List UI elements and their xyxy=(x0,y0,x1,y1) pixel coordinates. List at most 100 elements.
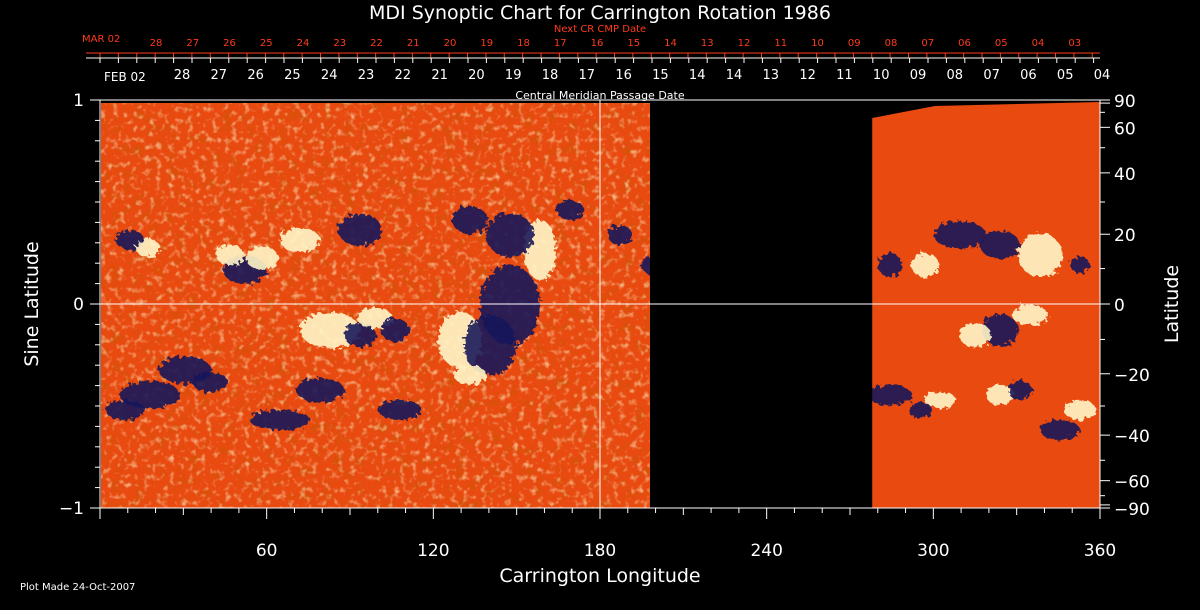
active-region-blob xyxy=(982,314,1018,346)
magnetogram-map xyxy=(101,102,1100,508)
active-region-blob xyxy=(216,245,244,265)
chart-title: MDI Synoptic Chart for Carrington Rotati… xyxy=(369,2,831,24)
date-label: 14 xyxy=(664,38,677,49)
date-label: 16 xyxy=(615,68,632,83)
data-gap xyxy=(650,102,873,508)
date-label: 22 xyxy=(395,68,412,83)
left-y-tick-label: 1 xyxy=(73,91,84,111)
active-region-blob xyxy=(1040,420,1080,440)
active-region-blob xyxy=(105,400,145,420)
active-region-blob xyxy=(1064,400,1096,420)
active-region-blob xyxy=(608,225,632,245)
active-region-blob xyxy=(1012,305,1048,325)
active-region-blob xyxy=(908,402,932,418)
date-label: 26 xyxy=(247,68,264,83)
active-region-blob xyxy=(878,253,902,277)
active-region-blob xyxy=(934,221,986,249)
date-label: 12 xyxy=(738,38,751,49)
active-region-blob xyxy=(454,365,486,385)
active-region-blob xyxy=(980,231,1020,259)
active-region-blob xyxy=(480,265,540,345)
x-tick-label: 120 xyxy=(417,541,449,561)
active-region-blob xyxy=(1008,380,1032,400)
date-label: 08 xyxy=(947,68,964,83)
date-label: 13 xyxy=(701,38,714,49)
date-label: 27 xyxy=(186,38,199,49)
active-region-blob xyxy=(136,239,160,257)
date-label: 15 xyxy=(652,68,669,83)
date-label: 24 xyxy=(321,68,338,83)
date-label: 14 xyxy=(726,68,743,83)
x-tick-label: 180 xyxy=(584,541,616,561)
active-region-blob xyxy=(344,323,376,347)
active-region-blob xyxy=(250,410,310,430)
date-label: 09 xyxy=(910,68,927,83)
active-region-blob xyxy=(378,400,422,420)
active-region-blob xyxy=(486,213,534,257)
right-y-tick-label: 60 xyxy=(1114,119,1136,139)
next-cr-date-labels: 28 27 26 25 24 23 22 21 20 19 18 17 16 15 14 13 12 11 10 09… xyxy=(86,38,1100,58)
active-region-blob xyxy=(452,206,488,234)
date-label: 23 xyxy=(333,38,346,49)
right-y-tick-label: −60 xyxy=(1114,473,1150,493)
date-label: 05 xyxy=(1057,68,1074,83)
right-y-tick-label: −20 xyxy=(1114,366,1150,386)
x-axis: 60 120 180 240 300 360 xyxy=(99,508,1116,561)
date-label: 27 xyxy=(211,68,228,83)
date-label: 22 xyxy=(370,38,383,49)
date-label: 04 xyxy=(1094,68,1111,83)
active-region-blob xyxy=(192,372,228,392)
active-region-blob xyxy=(556,200,584,220)
date-label: 13 xyxy=(763,68,780,83)
date-label: 21 xyxy=(407,38,420,49)
x-tick-label: 240 xyxy=(750,541,782,561)
left-y-axis-label: Sine Latitude xyxy=(21,241,43,366)
cmp-axis-label: Central Meridian Passage Date xyxy=(515,89,684,102)
date-label: 10 xyxy=(811,38,824,49)
x-axis-label: Carrington Longitude xyxy=(499,565,700,587)
date-label: 21 xyxy=(431,68,448,83)
active-region-blob xyxy=(924,392,956,408)
plot-date-footer: Plot Made 24-Oct-2007 xyxy=(20,582,135,593)
x-tick-label: 60 xyxy=(256,541,278,561)
left-y-tick-label: 0 xyxy=(73,295,84,315)
date-label: 18 xyxy=(542,68,559,83)
left-y-tick-label: −1 xyxy=(59,499,84,519)
date-label: 15 xyxy=(627,38,640,49)
active-region-blob xyxy=(296,378,344,402)
date-label: 11 xyxy=(836,68,853,83)
map-left-speckle xyxy=(101,103,675,508)
date-label: 28 xyxy=(150,38,163,49)
date-label: 24 xyxy=(297,38,310,49)
date-label: 09 xyxy=(848,38,861,49)
date-label: 18 xyxy=(517,38,530,49)
x-tick-label: 300 xyxy=(917,541,949,561)
active-region-blob xyxy=(1018,233,1062,277)
date-label: 23 xyxy=(358,68,375,83)
right-y-tick-label: 20 xyxy=(1114,226,1136,246)
date-label: 10 xyxy=(873,68,890,83)
active-region-blob xyxy=(381,318,409,342)
date-label: 05 xyxy=(995,38,1008,49)
date-label: 28 xyxy=(174,68,191,83)
date-label: 04 xyxy=(1032,38,1045,49)
date-label: 07 xyxy=(921,38,934,49)
x-tick-label: 360 xyxy=(1084,541,1116,561)
active-region-blob xyxy=(959,323,991,347)
right-y-axis: 90 60 40 20 0 −20 −40 −60 −90 xyxy=(1100,92,1150,520)
next-cr-axis-label: Next CR CMP Date xyxy=(554,24,646,35)
date-label: 25 xyxy=(284,68,301,83)
right-y-tick-label: 40 xyxy=(1114,165,1136,185)
date-label: 14 xyxy=(689,68,706,83)
date-label: 20 xyxy=(444,38,457,49)
active-regions xyxy=(105,200,1096,440)
cmp-date-labels: 28 27 26 25 24 23 22 21 20 19 18 17 16 15 14 14 13 12 11 10… xyxy=(86,57,1111,83)
active-region-blob xyxy=(986,385,1014,405)
date-label: 06 xyxy=(958,38,971,49)
active-region-blob xyxy=(246,246,278,270)
date-label: 12 xyxy=(799,68,816,83)
active-region-blob xyxy=(868,385,912,405)
date-label: 20 xyxy=(468,68,485,83)
active-region-blob xyxy=(338,214,382,246)
